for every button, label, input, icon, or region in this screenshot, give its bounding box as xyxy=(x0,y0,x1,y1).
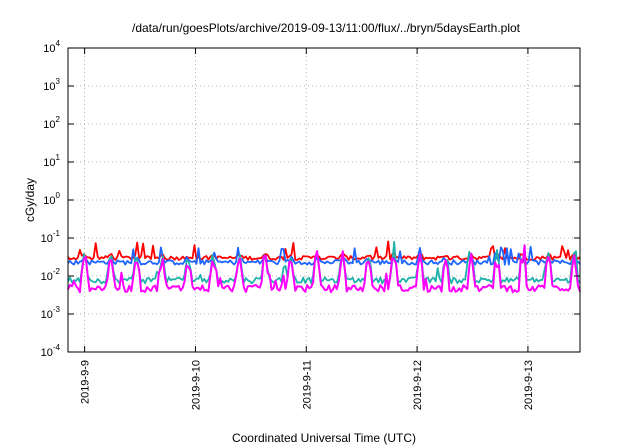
x-tick-label: 2019-9-13 xyxy=(523,360,535,410)
y-tick-label: 10-1 xyxy=(41,229,61,245)
series-lines xyxy=(67,240,581,294)
x-tick-label: 2019-9-10 xyxy=(190,360,202,410)
y-tick-label: 103 xyxy=(43,77,60,93)
x-tick-label: 2019-9-12 xyxy=(412,360,424,410)
y-tick-label: 100 xyxy=(43,191,60,207)
series-line xyxy=(67,244,581,294)
y-tick-label: 102 xyxy=(43,115,60,131)
chart-title: /data/run/goesPlots/archive/2019-09-13/1… xyxy=(132,21,521,35)
y-axis-label: cGy/day xyxy=(23,178,37,222)
series-line xyxy=(67,245,581,266)
y-tick-label: 101 xyxy=(43,153,60,169)
x-axis-label: Coordinated Universal Time (UTC) xyxy=(232,431,416,445)
x-axis: 2019-9-9 2019-9-10 2019-9-11 2019-9-12 2019-… xyxy=(80,48,535,410)
y-tick-label: 10-3 xyxy=(41,305,61,321)
x-tick-label: 2019-9-9 xyxy=(80,360,92,404)
grid xyxy=(68,48,580,352)
y-tick-label: 104 xyxy=(43,39,60,55)
y-tick-label: 10-4 xyxy=(41,343,61,359)
y-axis: 10-4 10-3 10-2 10-1 100 101 102 103 104 xyxy=(41,39,580,359)
y-tick-label: 10-2 xyxy=(41,267,61,283)
x-tick-label: 2019-9-11 xyxy=(301,360,313,409)
